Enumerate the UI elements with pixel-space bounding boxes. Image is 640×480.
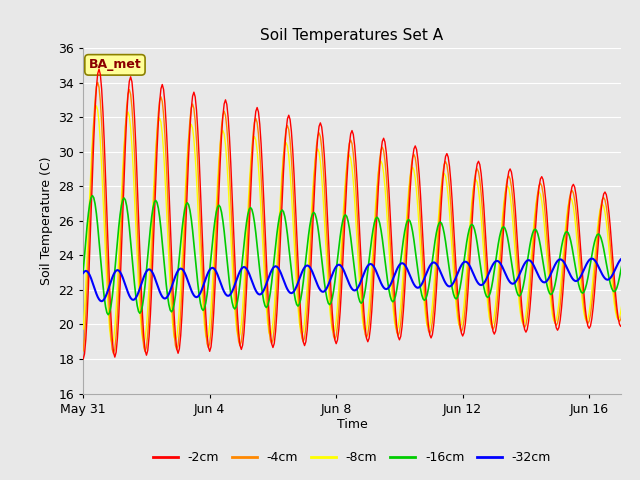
Text: BA_met: BA_met — [88, 59, 141, 72]
Y-axis label: Soil Temperature (C): Soil Temperature (C) — [40, 156, 52, 285]
Legend: -2cm, -4cm, -8cm, -16cm, -32cm: -2cm, -4cm, -8cm, -16cm, -32cm — [148, 446, 556, 469]
Title: Soil Temperatures Set A: Soil Temperatures Set A — [260, 28, 444, 43]
X-axis label: Time: Time — [337, 419, 367, 432]
